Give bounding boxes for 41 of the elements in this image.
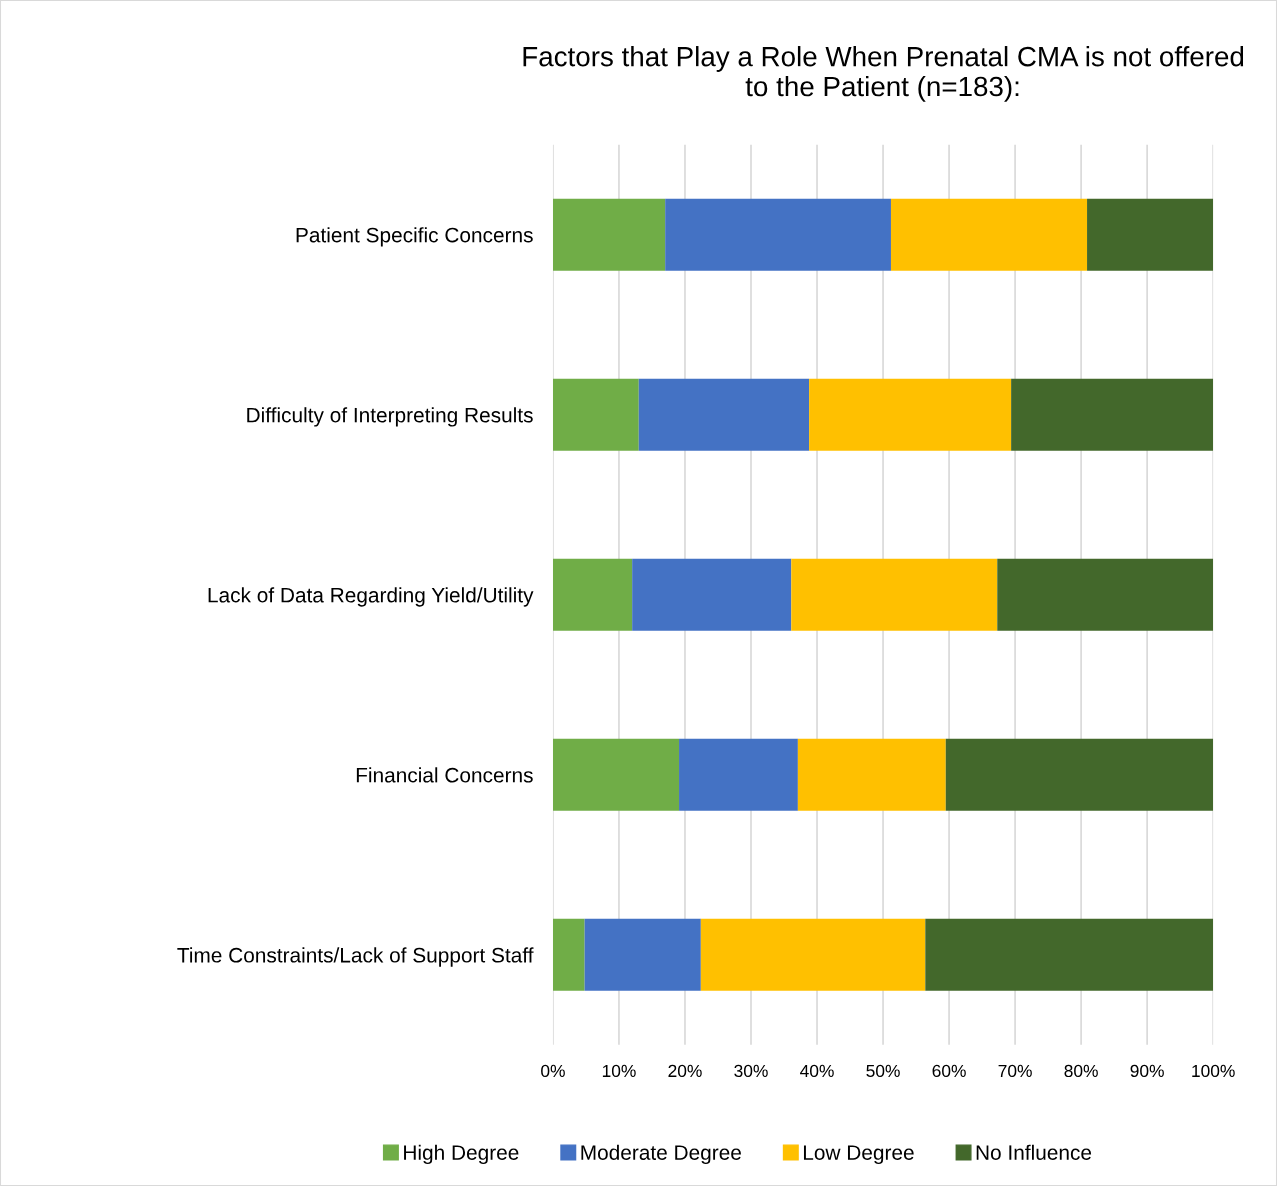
y-tick-label: Difficulty of Interpreting Results xyxy=(247,407,533,427)
x-tick-label: 100% xyxy=(1192,1064,1235,1078)
x-tick-label: 30% xyxy=(734,1064,768,1078)
bar xyxy=(809,378,1012,451)
chart-title: Factors that Play a Role When Prenatal CMA is not offered to the Patient (n=183): xyxy=(523,46,1244,102)
bar xyxy=(791,558,998,631)
bar xyxy=(997,558,1214,631)
bar xyxy=(552,558,633,631)
bar xyxy=(552,918,585,991)
y-tick-label: Financial Concerns xyxy=(356,767,533,783)
bar xyxy=(552,738,680,811)
bar xyxy=(632,558,792,631)
x-tick-label: 10% xyxy=(602,1064,636,1078)
bar xyxy=(552,198,666,271)
x-tick-label: 80% xyxy=(1064,1064,1098,1078)
bar xyxy=(890,198,1088,271)
bar xyxy=(665,198,891,271)
y-tick-label: Time Constraints/Lack of Support Staff xyxy=(177,947,534,967)
x-tick-label: 50% xyxy=(866,1064,900,1078)
bar xyxy=(945,738,1214,811)
legend-label: Moderate Degree xyxy=(581,1144,741,1165)
y-tick-label: Patient Specific Concerns xyxy=(296,227,533,247)
bar xyxy=(1087,198,1214,271)
x-tick-label: 20% xyxy=(668,1064,702,1078)
bar xyxy=(925,918,1214,991)
bar xyxy=(1011,378,1214,451)
x-tick-label: 0% xyxy=(541,1064,565,1078)
x-tick-label: 90% xyxy=(1130,1064,1164,1078)
x-tick-label: 40% xyxy=(800,1064,834,1078)
bar xyxy=(552,378,639,451)
bar xyxy=(700,918,926,991)
bar xyxy=(638,378,810,451)
x-tick-label: 60% xyxy=(932,1064,966,1078)
bar xyxy=(797,738,946,811)
legend-label: No Influence xyxy=(976,1144,1092,1160)
legend-label: Low Degree xyxy=(803,1145,914,1165)
legend-label: High Degree xyxy=(404,1144,519,1165)
y-tick-label: Lack of Data Regarding Yield/Utility xyxy=(208,587,534,607)
bar xyxy=(679,738,798,811)
bar xyxy=(584,918,701,991)
x-tick-label: 70% xyxy=(998,1064,1032,1078)
